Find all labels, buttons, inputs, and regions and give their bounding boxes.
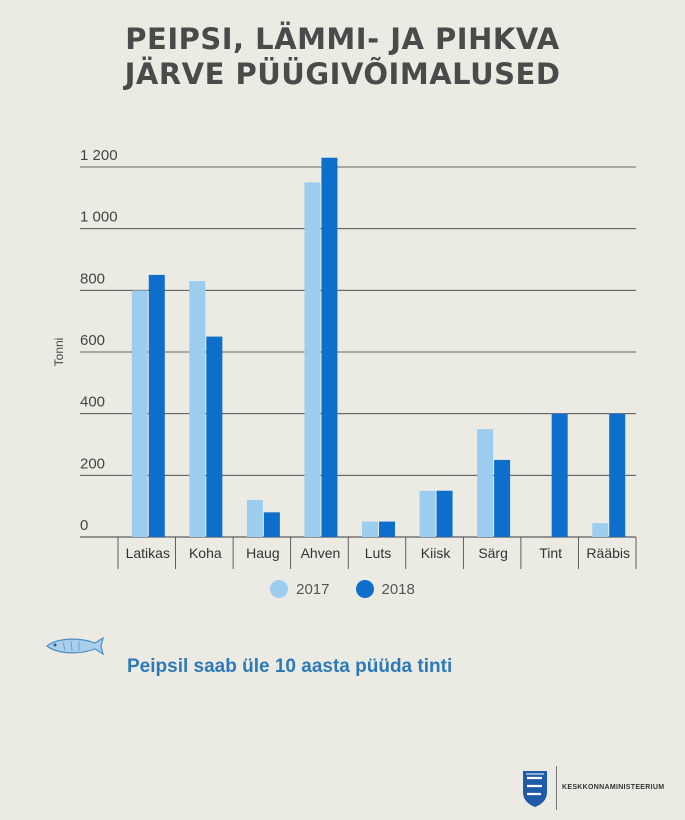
estonian-coat-of-arms-icon	[523, 771, 547, 807]
chart-title: PEIPSI, LÄMMI- JA PIHKVA JÄRVE PÜÜGIVÕIM…	[0, 22, 685, 92]
bar-2017-luts	[362, 521, 378, 537]
x-tick-label: Haug	[246, 545, 279, 561]
x-tick-label: Kiisk	[421, 545, 452, 561]
subtitle: Peipsil saab üle 10 aasta püüda tinti	[127, 656, 453, 677]
x-tick-label: Ahven	[301, 545, 341, 561]
bar-2018-ahven	[321, 157, 338, 537]
bar-2018-luts	[379, 521, 395, 537]
y-axis-label: Tonni	[52, 338, 66, 367]
y-tick-label: 800	[80, 270, 105, 287]
bar-2017-ahven	[304, 182, 321, 537]
legend-label: 2018	[381, 580, 415, 598]
x-tick-label: Koha	[189, 545, 222, 561]
legend-swatch	[355, 580, 374, 598]
legend-item-2018: 2018	[355, 580, 415, 598]
bar-2017-rääbis	[592, 523, 609, 537]
y-tick-label: 1 200	[80, 147, 118, 164]
chart-title-line-1: PEIPSI, LÄMMI- JA PIHKVA	[125, 22, 560, 56]
bar-2017-latikas	[131, 290, 148, 537]
x-tick-label: Rääbis	[586, 545, 630, 561]
y-tick-label: 600	[80, 332, 105, 349]
fish-icon	[46, 636, 104, 656]
footer-divider	[556, 766, 557, 810]
bar-2017-särg	[477, 429, 494, 537]
bar-2017-koha	[189, 281, 206, 537]
y-tick-label: 200	[80, 455, 105, 472]
bar-2018-särg	[494, 459, 511, 537]
y-tick-label: 400	[80, 394, 105, 411]
bar-2018-koha	[206, 336, 223, 537]
legend-item-2017: 2017	[270, 580, 330, 598]
x-tick-label: Luts	[365, 545, 391, 561]
bar-2017-haug	[246, 500, 263, 537]
bar-2018-latikas	[148, 274, 165, 537]
bar-chart: 0 200 400 600 800 1 000 1 200 Tonni Latikas Koha H…	[52, 147, 637, 569]
bar-2018-rääbis	[609, 413, 626, 537]
legend-label: 2017	[296, 580, 330, 598]
chart-legend: 2017 2018	[0, 580, 685, 598]
x-tick-label: Latikas	[126, 545, 170, 561]
legend-swatch	[270, 580, 289, 598]
footer-ministry-name: KESKKONNAMINISTEERIUM	[562, 784, 665, 791]
bar-2018-kiisk	[436, 490, 453, 537]
bar-2018-tint	[551, 413, 568, 537]
bar-2018-haug	[263, 512, 280, 537]
chart-title-line-2: JÄRVE PÜÜGIVÕIMALUSED	[124, 57, 561, 91]
y-tick-label: 1 000	[80, 209, 118, 226]
y-tick-label: 0	[80, 517, 88, 534]
bar-2017-kiisk	[419, 490, 436, 537]
x-tick-label: Tint	[539, 545, 562, 561]
x-tick-label: Särg	[478, 545, 508, 561]
